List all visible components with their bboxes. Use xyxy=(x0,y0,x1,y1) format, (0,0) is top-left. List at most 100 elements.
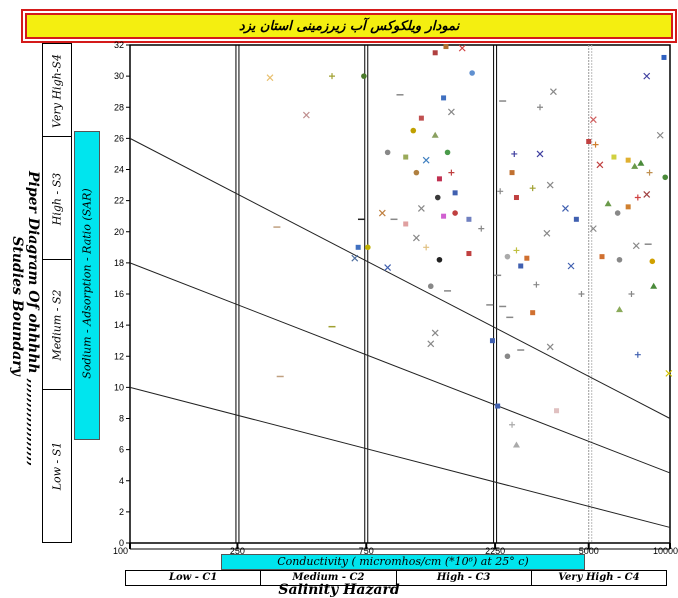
data-point xyxy=(634,351,641,358)
data-point xyxy=(518,263,524,269)
data-point xyxy=(329,73,336,80)
data-point xyxy=(589,225,597,233)
data-point xyxy=(634,194,641,201)
data-point xyxy=(458,44,466,52)
data-point xyxy=(466,216,472,222)
data-point xyxy=(355,244,361,250)
y-tick-label: 4 xyxy=(119,476,124,486)
c-class-c3: High - C3 xyxy=(397,571,532,585)
data-point xyxy=(384,149,391,156)
data-point xyxy=(452,190,458,196)
data-point xyxy=(509,421,516,428)
y-tick-label: 0 xyxy=(119,538,124,548)
data-point xyxy=(632,242,640,250)
sar-label-box: Sodium - Adsorption - Ratio (SAR) xyxy=(74,131,100,440)
y-tick-label: 20 xyxy=(114,227,124,237)
data-point xyxy=(578,291,585,297)
data-point xyxy=(452,210,458,216)
data-point xyxy=(423,244,430,251)
x-tick-label: 10000 xyxy=(653,546,678,556)
data-point xyxy=(631,162,639,169)
data-point xyxy=(412,234,420,242)
data-point xyxy=(489,338,495,344)
x-tick-label: 250 xyxy=(230,546,245,556)
data-point xyxy=(422,156,430,164)
data-point xyxy=(466,251,472,257)
data-point xyxy=(511,150,518,157)
x-tick-label: 5000 xyxy=(579,546,599,556)
data-point xyxy=(413,169,420,176)
data-point xyxy=(573,216,579,222)
y-tick-label: 2 xyxy=(119,507,124,517)
data-point xyxy=(378,209,386,217)
boundary-line-S3-S4 xyxy=(129,137,671,419)
data-point xyxy=(625,157,631,163)
data-point xyxy=(497,188,504,195)
data-point xyxy=(509,170,515,176)
data-point xyxy=(625,204,631,210)
data-point xyxy=(431,131,439,138)
data-point xyxy=(504,253,511,260)
data-point xyxy=(427,283,434,290)
data-point xyxy=(646,169,653,176)
y-tick-label: 32 xyxy=(114,40,124,50)
data-point xyxy=(549,88,557,96)
data-point xyxy=(513,195,519,201)
data-point xyxy=(448,169,455,176)
c-class-row: Low - C1 Medium - C2 High - C3 Very High… xyxy=(125,570,667,586)
y-tick-label: 12 xyxy=(114,351,124,361)
data-point xyxy=(351,254,359,262)
data-point xyxy=(554,408,560,414)
data-point xyxy=(616,256,623,263)
x-tick-label: 2250 xyxy=(485,546,505,556)
data-point xyxy=(365,244,371,251)
data-point xyxy=(536,104,543,111)
y-tick-label: 14 xyxy=(114,320,124,330)
y-tick-label: 28 xyxy=(114,102,124,112)
data-point xyxy=(665,369,673,377)
data-point xyxy=(650,282,658,289)
data-point xyxy=(443,44,449,50)
data-point xyxy=(447,108,455,116)
c-class-c1: Low - C1 xyxy=(126,571,262,585)
data-point xyxy=(444,149,451,156)
data-point xyxy=(384,264,392,271)
s-class-s3: High - S3 xyxy=(42,136,72,261)
data-point xyxy=(562,204,569,212)
data-points xyxy=(266,44,673,448)
data-point xyxy=(592,141,599,148)
boundary-lines xyxy=(129,137,671,528)
data-point xyxy=(512,441,520,448)
s-class-s2: Medium - S2 xyxy=(42,259,72,391)
y-tick-label: 10 xyxy=(114,382,124,392)
x-tick-label: 750 xyxy=(359,546,374,556)
s-class-s1: Low - S1 xyxy=(42,389,72,543)
data-point xyxy=(417,204,425,212)
data-point xyxy=(628,291,635,297)
y-tick-label: 16 xyxy=(114,289,124,299)
data-point xyxy=(643,190,651,198)
salinity-hazard-label: Salinity Hazard xyxy=(278,582,400,598)
data-point xyxy=(436,176,442,182)
data-point xyxy=(524,255,530,261)
c-class-c4: Very High - C4 xyxy=(558,572,640,583)
data-point xyxy=(361,73,367,79)
data-point xyxy=(478,225,485,232)
data-point xyxy=(656,131,664,139)
boundary-line-S1-S2 xyxy=(129,386,671,528)
data-point xyxy=(434,194,441,201)
data-point xyxy=(266,74,274,82)
data-point xyxy=(637,159,645,166)
data-point xyxy=(469,70,475,76)
data-point xyxy=(567,262,575,270)
conductivity-axis-label: Conductivity ( micromhos/cm (*10⁶) at 25… xyxy=(221,554,585,570)
data-point xyxy=(649,258,656,265)
data-point xyxy=(599,254,605,260)
y-tick-label: 26 xyxy=(114,133,124,143)
data-point xyxy=(533,281,540,288)
data-point xyxy=(536,150,544,158)
x-tick-label: 100 xyxy=(113,546,128,556)
title-frame xyxy=(21,9,677,43)
